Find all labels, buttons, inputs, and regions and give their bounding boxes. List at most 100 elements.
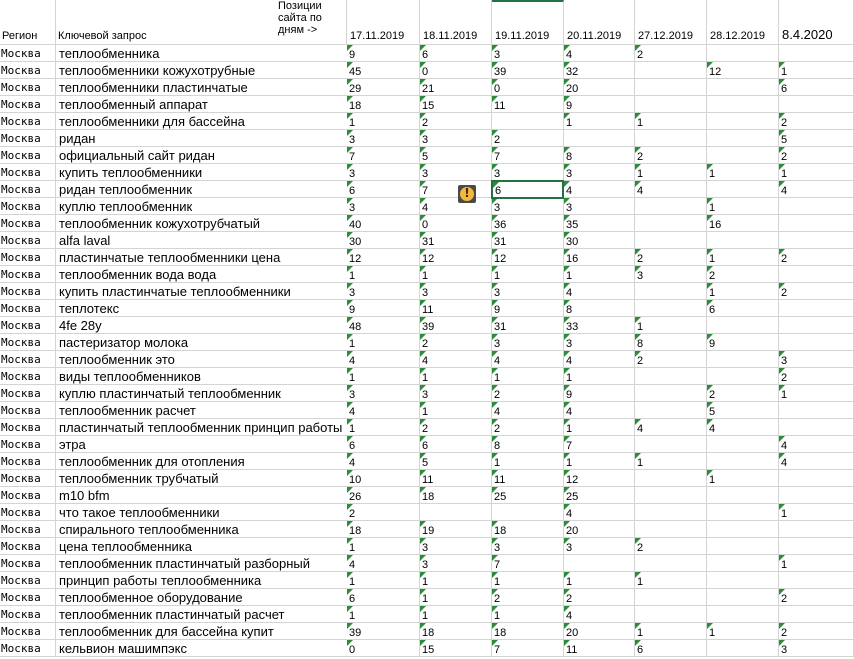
keyword-cell[interactable]: принцип работы теплообменника — [56, 572, 347, 589]
region-cell[interactable]: Москва — [0, 521, 56, 538]
position-cell[interactable]: 11 — [492, 470, 564, 487]
position-cell[interactable]: 3 — [347, 385, 420, 402]
position-cell[interactable]: 1 — [564, 113, 635, 130]
position-cell[interactable]: 20 — [564, 521, 635, 538]
position-cell[interactable]: 8 — [492, 436, 564, 453]
position-cell[interactable]: 1 — [420, 368, 492, 385]
position-cell[interactable]: 6 — [779, 79, 854, 96]
position-cell[interactable]: 25 — [564, 487, 635, 504]
position-cell[interactable]: 2 — [779, 113, 854, 130]
position-cell[interactable] — [779, 198, 854, 215]
position-cell[interactable]: 10 — [347, 470, 420, 487]
position-cell[interactable]: 18 — [420, 487, 492, 504]
position-cell[interactable] — [707, 130, 779, 147]
position-cell[interactable] — [707, 232, 779, 249]
position-cell[interactable]: 6 — [420, 45, 492, 62]
position-cell[interactable]: 4 — [564, 402, 635, 419]
keyword-cell[interactable]: пластинчатые теплообменники цена — [56, 249, 347, 266]
position-cell[interactable]: 4 — [779, 181, 854, 198]
region-cell[interactable]: Москва — [0, 402, 56, 419]
position-cell[interactable] — [779, 521, 854, 538]
position-cell[interactable]: 8 — [564, 300, 635, 317]
position-cell[interactable] — [635, 300, 707, 317]
position-cell[interactable]: 1 — [707, 198, 779, 215]
header-date-5[interactable]: 27.12.2019 — [635, 0, 707, 45]
position-cell[interactable]: 3 — [420, 385, 492, 402]
position-cell[interactable]: 11 — [564, 640, 635, 657]
position-cell[interactable]: 3 — [492, 45, 564, 62]
region-cell[interactable]: Москва — [0, 453, 56, 470]
position-cell[interactable]: 2 — [492, 589, 564, 606]
position-cell[interactable]: 2 — [635, 538, 707, 555]
keyword-cell[interactable]: куплю теплообменник — [56, 198, 347, 215]
position-cell[interactable] — [707, 453, 779, 470]
position-cell[interactable]: 3 — [420, 283, 492, 300]
position-cell[interactable]: 1 — [564, 572, 635, 589]
position-cell[interactable]: 6 — [347, 181, 420, 198]
position-cell[interactable]: 3 — [420, 538, 492, 555]
position-cell[interactable]: 1 — [564, 368, 635, 385]
position-cell[interactable]: 30 — [564, 232, 635, 249]
position-cell[interactable]: 3 — [635, 266, 707, 283]
position-cell[interactable]: 25 — [492, 487, 564, 504]
position-cell[interactable]: 1 — [492, 572, 564, 589]
position-cell[interactable] — [635, 198, 707, 215]
position-cell[interactable]: 4 — [347, 402, 420, 419]
region-cell[interactable]: Москва — [0, 640, 56, 657]
region-cell[interactable]: Москва — [0, 45, 56, 62]
position-cell[interactable]: 4 — [635, 181, 707, 198]
position-cell[interactable]: 39 — [492, 62, 564, 79]
keyword-cell[interactable]: ридан — [56, 130, 347, 147]
position-cell[interactable]: 7 — [492, 640, 564, 657]
position-cell[interactable]: 9 — [347, 300, 420, 317]
position-cell[interactable]: 1 — [492, 453, 564, 470]
position-cell[interactable]: 1 — [707, 623, 779, 640]
position-cell[interactable]: 3 — [347, 130, 420, 147]
region-cell[interactable]: Москва — [0, 436, 56, 453]
region-cell[interactable]: Москва — [0, 300, 56, 317]
position-cell[interactable] — [707, 572, 779, 589]
position-cell[interactable]: 30 — [347, 232, 420, 249]
position-cell[interactable]: 12 — [420, 249, 492, 266]
position-cell[interactable]: 1 — [707, 249, 779, 266]
region-cell[interactable]: Москва — [0, 351, 56, 368]
position-cell[interactable]: 3 — [420, 130, 492, 147]
position-cell[interactable]: 1 — [635, 317, 707, 334]
position-cell[interactable]: 31 — [492, 232, 564, 249]
position-cell[interactable]: 2 — [635, 45, 707, 62]
position-cell[interactable] — [779, 300, 854, 317]
position-cell[interactable]: 36 — [492, 215, 564, 232]
position-cell[interactable]: 18 — [420, 623, 492, 640]
position-cell[interactable]: 1 — [420, 402, 492, 419]
position-cell[interactable]: 4 — [564, 351, 635, 368]
region-cell[interactable]: Москва — [0, 96, 56, 113]
region-cell[interactable]: Москва — [0, 317, 56, 334]
position-cell[interactable]: 9 — [347, 45, 420, 62]
keyword-cell[interactable]: теплообменник трубчатый — [56, 470, 347, 487]
keyword-cell[interactable]: теплообменник для бассейна купит — [56, 623, 347, 640]
region-cell[interactable]: Москва — [0, 215, 56, 232]
position-cell[interactable]: 3 — [492, 538, 564, 555]
region-cell[interactable]: Москва — [0, 334, 56, 351]
region-cell[interactable]: Москва — [0, 113, 56, 130]
keyword-cell[interactable]: теплотекс — [56, 300, 347, 317]
position-cell[interactable]: 45 — [347, 62, 420, 79]
position-cell[interactable]: 2 — [779, 147, 854, 164]
position-cell[interactable]: 1 — [420, 606, 492, 623]
position-cell[interactable] — [707, 606, 779, 623]
position-cell[interactable] — [707, 45, 779, 62]
position-cell[interactable]: 6 — [707, 300, 779, 317]
position-cell[interactable]: 4 — [564, 504, 635, 521]
position-cell[interactable]: 4 — [347, 555, 420, 572]
header-date-6[interactable]: 28.12.2019 — [707, 0, 779, 45]
position-cell[interactable]: 1 — [564, 419, 635, 436]
keyword-cell[interactable]: теплообменники для бассейна — [56, 113, 347, 130]
position-cell[interactable] — [492, 504, 564, 521]
position-cell[interactable] — [635, 79, 707, 96]
position-cell[interactable]: 1 — [564, 266, 635, 283]
position-cell[interactable] — [707, 351, 779, 368]
position-cell[interactable] — [779, 317, 854, 334]
position-cell[interactable]: 2 — [635, 147, 707, 164]
position-cell[interactable]: 4 — [564, 181, 635, 198]
position-cell[interactable] — [635, 283, 707, 300]
